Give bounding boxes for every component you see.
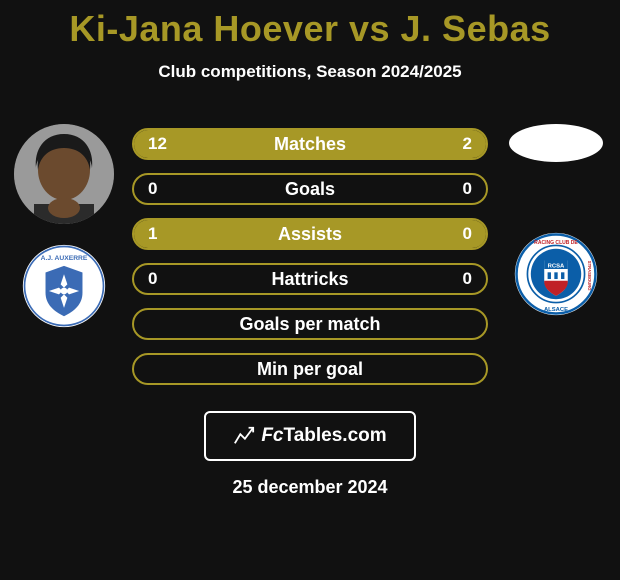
svg-text:ALSACE: ALSACE <box>544 307 568 313</box>
stat-bar: 0 0 Hattricks <box>132 263 488 295</box>
bar-fill-right <box>436 130 486 158</box>
club-left-icon: A.J. AUXERRE <box>22 244 106 328</box>
stat-bar: Goals per match <box>132 308 488 340</box>
bar-value-right: 0 <box>463 269 472 289</box>
page-subtitle: Club competitions, Season 2024/2025 <box>0 62 620 82</box>
bar-value-right: 0 <box>463 224 472 244</box>
bar-value-right: 2 <box>463 134 472 154</box>
bar-value-left: 0 <box>148 269 157 289</box>
left-side: A.J. AUXERRE <box>6 124 122 328</box>
bar-label: Assists <box>278 224 342 245</box>
bar-value-left: 12 <box>148 134 167 154</box>
footer-brand-text: FcTables.com <box>261 425 386 447</box>
right-side: RACING CLUB DE STRASBOURG ALSACE RCSA <box>498 124 614 316</box>
bar-label: Hattricks <box>271 269 348 290</box>
bar-value-right: 0 <box>463 179 472 199</box>
date-label: 25 december 2024 <box>0 477 620 498</box>
comparison-card: Ki-Jana Hoever vs J. Sebas Club competit… <box>0 0 620 580</box>
chart-icon <box>233 425 255 447</box>
stat-bar: Min per goal <box>132 353 488 385</box>
svg-text:RACING CLUB DE: RACING CLUB DE <box>534 240 578 246</box>
club-left-badge: A.J. AUXERRE <box>22 244 106 328</box>
brand-prefix: Fc <box>261 425 283 446</box>
stat-bar: 0 0 Goals <box>132 173 488 205</box>
bar-value-left: 1 <box>148 224 157 244</box>
bar-value-left: 0 <box>148 179 157 199</box>
bar-label: Min per goal <box>257 359 363 380</box>
footer-brand[interactable]: FcTables.com <box>204 411 416 461</box>
content-row: A.J. AUXERRE 12 2 Matches 0 0 Goals 1 0 Assists 0… <box>0 124 620 385</box>
player-right-flag <box>509 124 603 162</box>
bar-label: Goals per match <box>239 314 380 335</box>
player-left-avatar <box>14 124 114 224</box>
club-right-badge: RACING CLUB DE STRASBOURG ALSACE RCSA <box>514 232 598 316</box>
stat-bar: 1 0 Assists <box>132 218 488 250</box>
stat-bar: 12 2 Matches <box>132 128 488 160</box>
bar-label: Matches <box>274 134 346 155</box>
avatar-icon <box>14 124 114 224</box>
svg-text:A.J. AUXERRE: A.J. AUXERRE <box>41 255 88 262</box>
brand-suffix: Tables.com <box>284 425 387 446</box>
svg-text:RCSA: RCSA <box>548 263 565 269</box>
bar-label: Goals <box>285 179 335 200</box>
club-right-icon: RACING CLUB DE STRASBOURG ALSACE RCSA <box>514 224 598 324</box>
stat-bars: 12 2 Matches 0 0 Goals 1 0 Assists 0 0 Hattricks Goa… <box>132 124 488 385</box>
page-title: Ki-Jana Hoever vs J. Sebas <box>0 8 620 50</box>
svg-text:STRASBOURG: STRASBOURG <box>587 261 592 291</box>
